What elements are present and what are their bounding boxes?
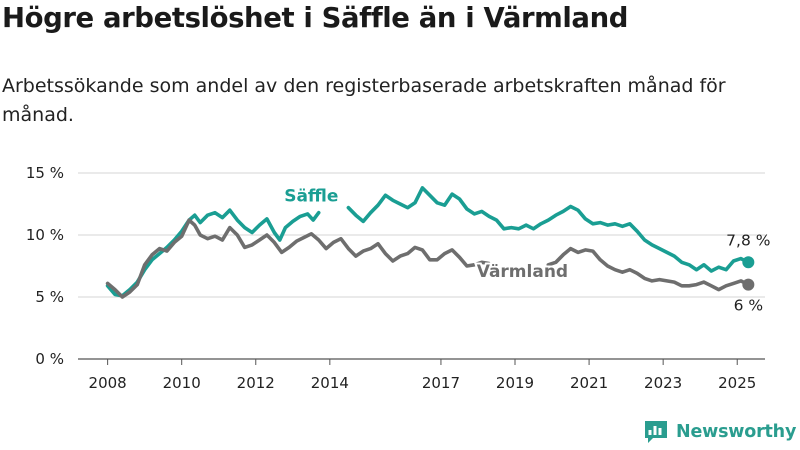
- y-tick-label: 10 %: [26, 226, 64, 244]
- newsworthy-brand-name: Newsworthy: [676, 422, 797, 442]
- series-label-varmland: Värmland: [477, 262, 568, 282]
- x-tick-label: 2025: [718, 374, 756, 392]
- chart-subtitle: Arbetssökande som andel av den registerb…: [2, 75, 726, 126]
- end-value-label-saffle: 7,8 %: [726, 231, 770, 249]
- newsworthy-logo[interactable]: Newsworthy: [644, 420, 796, 444]
- x-tick-label: 2019: [496, 374, 534, 392]
- newsworthy-chart-icon: [645, 421, 667, 443]
- series-line-varmland: [105, 218, 751, 299]
- x-tick-label: 2010: [163, 374, 201, 392]
- y-tick-label: 0 %: [35, 350, 64, 368]
- end-value-label-varmland: 6 %: [734, 297, 764, 315]
- x-tick-label: 2014: [311, 374, 349, 392]
- x-tick-label: 2008: [89, 374, 127, 392]
- chart-title: Högre arbetslöshet i Säffle än i Värmlan…: [2, 2, 629, 34]
- series-label-saffle: Säffle: [284, 187, 338, 207]
- end-point-varmland: [742, 278, 755, 291]
- y-tick-label: 15 %: [26, 164, 64, 182]
- y-tick-label: 5 %: [35, 288, 64, 306]
- x-tick-label: 2023: [644, 374, 682, 392]
- x-tick-label: 2021: [570, 374, 608, 392]
- end-point-saffle: [742, 256, 755, 269]
- x-tick-label: 2017: [422, 374, 460, 392]
- x-tick-label: 2012: [237, 374, 275, 392]
